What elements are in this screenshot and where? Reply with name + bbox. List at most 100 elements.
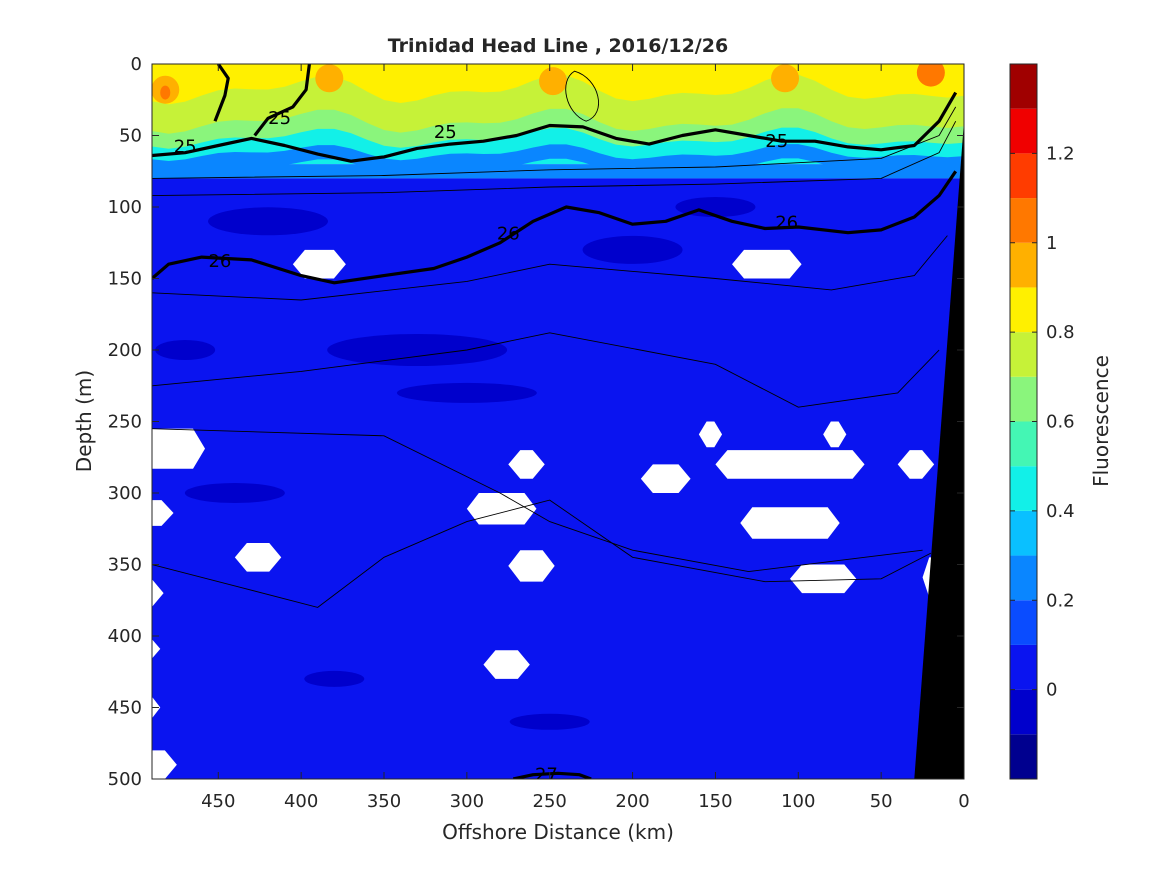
missing-data-region xyxy=(740,507,840,539)
fluorescence-patch xyxy=(304,670,365,687)
colorbar-segment xyxy=(1010,198,1037,243)
colorbar-segment xyxy=(1010,689,1037,735)
y-axis-label: Depth (m) xyxy=(72,370,96,472)
fluorescence-patch xyxy=(509,713,590,730)
missing-data-region xyxy=(152,639,161,659)
contour-label: 27 xyxy=(535,764,558,785)
x-tick-label: 50 xyxy=(870,791,893,812)
fluorescence-patch xyxy=(315,64,344,93)
contour-label: 25 xyxy=(174,137,197,158)
missing-data-region xyxy=(897,450,935,479)
fluorescence-patch xyxy=(771,64,800,93)
missing-data-region xyxy=(698,421,723,448)
y-tick-label: 250 xyxy=(108,412,142,433)
colorbar-segment xyxy=(1010,376,1037,422)
chart-title: Trinidad Head Line , 2016/12/26 xyxy=(388,35,728,57)
colorbar-segment xyxy=(1010,242,1037,288)
colorbar-tick-label: 0.6 xyxy=(1046,412,1075,433)
colorbar-segment xyxy=(1010,287,1037,333)
colorbar-segment xyxy=(1010,108,1037,154)
missing-data-region xyxy=(466,493,537,525)
x-tick-label: 0 xyxy=(958,791,969,812)
missing-data-region xyxy=(790,564,857,594)
fluorescence-patch xyxy=(327,334,508,366)
x-axis-label: Offshore Distance (km) xyxy=(442,820,674,844)
y-tick-label: 100 xyxy=(108,197,142,218)
colorbar-segment xyxy=(1010,153,1037,199)
density-isoline xyxy=(152,499,932,608)
plot-area: 25 25 25 25 26 26 26 27 xyxy=(152,64,964,785)
colorbar-tick-label: 1.2 xyxy=(1046,143,1075,164)
fluorescence-band xyxy=(152,64,964,105)
y-tick-label: 0 xyxy=(131,54,142,75)
contour-label: 26 xyxy=(497,224,520,245)
y-tick-label: 450 xyxy=(108,698,142,719)
colorbar-segment xyxy=(1010,555,1037,601)
colorbar-segment xyxy=(1010,332,1037,377)
fluorescence-band xyxy=(152,164,964,179)
x-tick-label: 100 xyxy=(781,791,815,812)
missing-data-region xyxy=(152,500,174,526)
density-isoline xyxy=(152,120,957,197)
density-isoline xyxy=(152,428,923,573)
fluorescence-patch xyxy=(160,85,171,100)
missing-data-region xyxy=(508,550,555,582)
colorbar-tick-label: 0.2 xyxy=(1046,590,1075,611)
x-tick-label: 300 xyxy=(450,791,484,812)
colorbar-segment xyxy=(1010,466,1037,511)
density-isoline xyxy=(152,332,940,408)
missing-data-region xyxy=(152,428,206,469)
density-contour xyxy=(152,170,958,285)
colorbar-segment xyxy=(1010,64,1037,109)
fluorescence-patch xyxy=(582,235,683,264)
contour-label: 26 xyxy=(208,251,231,272)
y-tick-label: 300 xyxy=(108,483,142,504)
fluorescence-patch xyxy=(208,207,328,236)
x-tick-label: 450 xyxy=(201,791,235,812)
missing-data-region xyxy=(715,450,865,479)
y-axis: 0 50 100 150 200 250 300 350 400 450 500 xyxy=(108,54,964,790)
fluorescence-patch xyxy=(539,67,568,96)
missing-data-region xyxy=(292,249,346,279)
colorbar-segment xyxy=(1010,600,1037,645)
colorbar: 0 0.2 0.4 0.6 0.8 1 1.2 xyxy=(1009,63,1075,780)
density-isoline xyxy=(152,235,948,301)
y-tick-label: 350 xyxy=(108,555,142,576)
fluorescence-patch xyxy=(396,382,537,403)
colorbar-segment xyxy=(1010,644,1037,690)
y-tick-label: 500 xyxy=(108,769,142,790)
colorbar-tick-label: 0 xyxy=(1046,680,1057,701)
density-contour xyxy=(253,64,311,137)
y-tick-label: 400 xyxy=(108,626,142,647)
colorbar-tick-label: 0.8 xyxy=(1046,322,1075,343)
x-tick-label: 250 xyxy=(533,791,567,812)
x-tick-label: 200 xyxy=(615,791,649,812)
colorbar-tick-label: 0.4 xyxy=(1046,501,1075,522)
missing-data-region xyxy=(152,579,164,607)
colorbar-segment xyxy=(1010,734,1037,779)
seafloor-bathymetry xyxy=(914,121,964,779)
y-tick-label: 200 xyxy=(108,340,142,361)
contour-label: 26 xyxy=(775,212,798,233)
y-tick-label: 50 xyxy=(119,126,142,147)
fluorescence-patch xyxy=(184,483,285,503)
density-isoline xyxy=(565,70,600,122)
missing-data-region xyxy=(152,750,177,779)
contour-label: 25 xyxy=(765,131,788,152)
x-tick-label: 150 xyxy=(698,791,732,812)
fluorescence-patch xyxy=(155,340,216,360)
contour-label: 25 xyxy=(268,108,291,129)
colorbar-tick-label: 1 xyxy=(1046,233,1057,254)
fluorescence-patch xyxy=(916,64,945,87)
density-contour xyxy=(213,64,230,122)
colorbar-label: Fluorescence xyxy=(1089,355,1113,487)
colorbar-segment xyxy=(1010,421,1037,467)
x-axis: 450 400 350 300 250 200 150 100 50 0 xyxy=(201,64,970,812)
density-contour xyxy=(152,91,958,163)
x-tick-label: 400 xyxy=(284,791,318,812)
missing-data-region xyxy=(640,464,691,493)
contour-label: 25 xyxy=(434,122,457,143)
density-contour xyxy=(512,771,592,779)
missing-data-region xyxy=(732,249,802,279)
